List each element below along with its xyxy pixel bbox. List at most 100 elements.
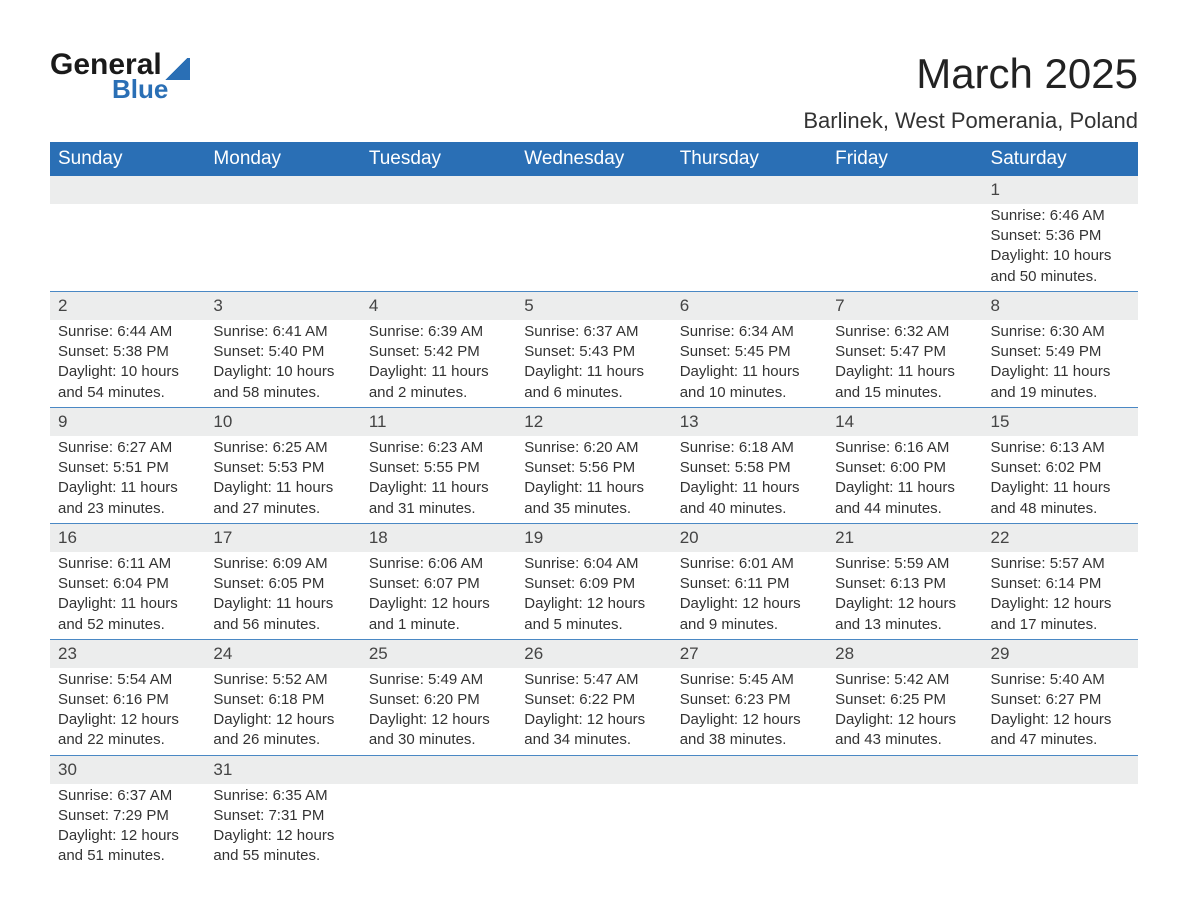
calendar-day-cell xyxy=(672,176,827,291)
calendar-day-cell: 18Sunrise: 6:06 AMSunset: 6:07 PMDayligh… xyxy=(361,523,516,639)
month-title: March 2025 xyxy=(803,50,1138,98)
daylight-line: Daylight: 11 hours and 44 minutes. xyxy=(835,478,974,519)
calendar-header-row: SundayMondayTuesdayWednesdayThursdayFrid… xyxy=(50,142,1138,176)
day-detail xyxy=(827,784,982,790)
sunrise-line: Sunrise: 5:40 AM xyxy=(991,670,1130,690)
calendar-day-cell: 5Sunrise: 6:37 AMSunset: 5:43 PMDaylight… xyxy=(516,291,671,407)
calendar-day-cell: 2Sunrise: 6:44 AMSunset: 5:38 PMDaylight… xyxy=(50,291,205,407)
calendar-day-cell xyxy=(361,176,516,291)
brand-word2: Blue xyxy=(112,76,190,102)
day-number xyxy=(827,176,982,204)
day-number xyxy=(361,176,516,204)
calendar-day-cell: 15Sunrise: 6:13 AMSunset: 6:02 PMDayligh… xyxy=(983,407,1138,523)
day-detail: Sunrise: 6:41 AMSunset: 5:40 PMDaylight:… xyxy=(205,320,360,407)
weekday-header: Saturday xyxy=(983,142,1138,176)
calendar-day-cell xyxy=(50,176,205,291)
header: General Blue March 2025 Barlinek, West P… xyxy=(50,50,1138,134)
calendar-week-row: 16Sunrise: 6:11 AMSunset: 6:04 PM Dayligh… xyxy=(50,523,1138,639)
day-number xyxy=(672,176,827,204)
sunset-line: Sunset: 5:45 PM xyxy=(680,342,819,362)
day-detail: Sunrise: 6:09 AMSunset: 6:05 PMDaylight:… xyxy=(205,552,360,639)
daylight-line: Daylight: 12 hours and 22 minutes. xyxy=(58,710,197,751)
day-number xyxy=(205,176,360,204)
day-detail: Sunrise: 6:46 AMSunset: 5:36 PMDaylight:… xyxy=(983,204,1138,291)
sunrise-line: Sunrise: 6:11 AM xyxy=(58,554,197,574)
day-detail: Sunrise: 5:40 AMSunset: 6:27 PMDaylight:… xyxy=(983,668,1138,755)
day-number: 12 xyxy=(516,408,671,436)
sunset-line: Sunset: 5:58 PM xyxy=(680,458,819,478)
daylight-line: Daylight: 11 hours and 19 minutes. xyxy=(991,362,1130,403)
sunrise-line: Sunrise: 6:09 AM xyxy=(213,554,352,574)
daylight-line: Daylight: 12 hours and 47 minutes. xyxy=(991,710,1130,751)
calendar-day-cell: 8Sunrise: 6:30 AMSunset: 5:49 PMDaylight… xyxy=(983,291,1138,407)
sunrise-line: Sunrise: 6:44 AM xyxy=(58,322,197,342)
day-detail: Sunrise: 6:27 AMSunset: 5:51 PMDaylight:… xyxy=(50,436,205,523)
calendar-day-cell: 25Sunrise: 5:49 AMSunset: 6:20 PMDayligh… xyxy=(361,639,516,755)
brand-logo: General Blue xyxy=(50,50,190,102)
sunrise-line: Sunrise: 5:45 AM xyxy=(680,670,819,690)
day-detail: Sunrise: 6:23 AMSunset: 5:55 PMDaylight:… xyxy=(361,436,516,523)
daylight-line: Daylight: 11 hours and 27 minutes. xyxy=(213,478,352,519)
day-number: 20 xyxy=(672,524,827,552)
calendar-day-cell xyxy=(516,176,671,291)
daylight-line: Daylight: 11 hours and 40 minutes. xyxy=(680,478,819,519)
day-detail xyxy=(827,204,982,210)
sunrise-line: Sunrise: 6:35 AM xyxy=(213,786,352,806)
day-detail: Sunrise: 6:25 AMSunset: 5:53 PMDaylight:… xyxy=(205,436,360,523)
day-detail xyxy=(361,204,516,210)
daylight-line: Daylight: 12 hours and 13 minutes. xyxy=(835,594,974,635)
sunset-line: Sunset: 5:53 PM xyxy=(213,458,352,478)
daylight-line: Daylight: 12 hours and 26 minutes. xyxy=(213,710,352,751)
day-number: 8 xyxy=(983,292,1138,320)
day-number: 1 xyxy=(983,176,1138,204)
sunset-line: Sunset: 5:55 PM xyxy=(369,458,508,478)
calendar-day-cell xyxy=(205,176,360,291)
daylight-line: Daylight: 12 hours and 34 minutes. xyxy=(524,710,663,751)
day-number: 16 xyxy=(50,524,205,552)
calendar-day-cell: 10Sunrise: 6:25 AMSunset: 5:53 PMDayligh… xyxy=(205,407,360,523)
day-number: 22 xyxy=(983,524,1138,552)
day-detail: Sunrise: 6:13 AMSunset: 6:02 PMDaylight:… xyxy=(983,436,1138,523)
sunset-line: Sunset: 5:49 PM xyxy=(991,342,1130,362)
weekday-header: Thursday xyxy=(672,142,827,176)
sunset-line: Sunset: 5:36 PM xyxy=(991,226,1130,246)
day-number: 2 xyxy=(50,292,205,320)
sunset-line: Sunset: 6:13 PM xyxy=(835,574,974,594)
day-number xyxy=(516,176,671,204)
sunset-line: Sunset: 6:07 PM xyxy=(369,574,508,594)
day-detail: Sunrise: 5:57 AMSunset: 6:14 PMDaylight:… xyxy=(983,552,1138,639)
sunset-line: Sunset: 6:04 PM xyxy=(58,574,197,594)
sunrise-line: Sunrise: 5:42 AM xyxy=(835,670,974,690)
sunset-line: Sunset: 6:20 PM xyxy=(369,690,508,710)
sunrise-line: Sunrise: 6:23 AM xyxy=(369,438,508,458)
day-number: 10 xyxy=(205,408,360,436)
day-detail: Sunrise: 6:39 AMSunset: 5:42 PMDaylight:… xyxy=(361,320,516,407)
sunrise-line: Sunrise: 6:41 AM xyxy=(213,322,352,342)
calendar-day-cell: 28Sunrise: 5:42 AMSunset: 6:25 PMDayligh… xyxy=(827,639,982,755)
sunset-line: Sunset: 5:42 PM xyxy=(369,342,508,362)
calendar-day-cell: 13Sunrise: 6:18 AMSunset: 5:58 PMDayligh… xyxy=(672,407,827,523)
day-detail: Sunrise: 6:35 AMSunset: 7:31 PMDaylight:… xyxy=(205,784,360,871)
day-number: 18 xyxy=(361,524,516,552)
sunset-line: Sunset: 5:47 PM xyxy=(835,342,974,362)
daylight-line: Daylight: 11 hours and 35 minutes. xyxy=(524,478,663,519)
daylight-line: Daylight: 12 hours and 30 minutes. xyxy=(369,710,508,751)
sunrise-line: Sunrise: 5:57 AM xyxy=(991,554,1130,574)
calendar-day-cell: 22Sunrise: 5:57 AMSunset: 6:14 PMDayligh… xyxy=(983,523,1138,639)
sunrise-line: Sunrise: 5:54 AM xyxy=(58,670,197,690)
daylight-line: Daylight: 10 hours and 54 minutes. xyxy=(58,362,197,403)
day-detail: Sunrise: 5:54 AMSunset: 6:16 PMDaylight:… xyxy=(50,668,205,755)
day-number: 24 xyxy=(205,640,360,668)
daylight-line: Daylight: 12 hours and 55 minutes. xyxy=(213,826,352,867)
sunrise-line: Sunrise: 6:18 AM xyxy=(680,438,819,458)
sunrise-line: Sunrise: 5:52 AM xyxy=(213,670,352,690)
day-detail xyxy=(205,204,360,210)
day-number: 6 xyxy=(672,292,827,320)
daylight-line: Daylight: 11 hours and 2 minutes. xyxy=(369,362,508,403)
daylight-line: Daylight: 12 hours and 1 minute. xyxy=(369,594,508,635)
calendar-day-cell: 14Sunrise: 6:16 AMSunset: 6:00 PMDayligh… xyxy=(827,407,982,523)
day-detail: Sunrise: 6:04 AMSunset: 6:09 PMDaylight:… xyxy=(516,552,671,639)
daylight-line: Daylight: 10 hours and 58 minutes. xyxy=(213,362,352,403)
day-detail xyxy=(672,204,827,210)
calendar-day-cell: 26Sunrise: 5:47 AMSunset: 6:22 PMDayligh… xyxy=(516,639,671,755)
